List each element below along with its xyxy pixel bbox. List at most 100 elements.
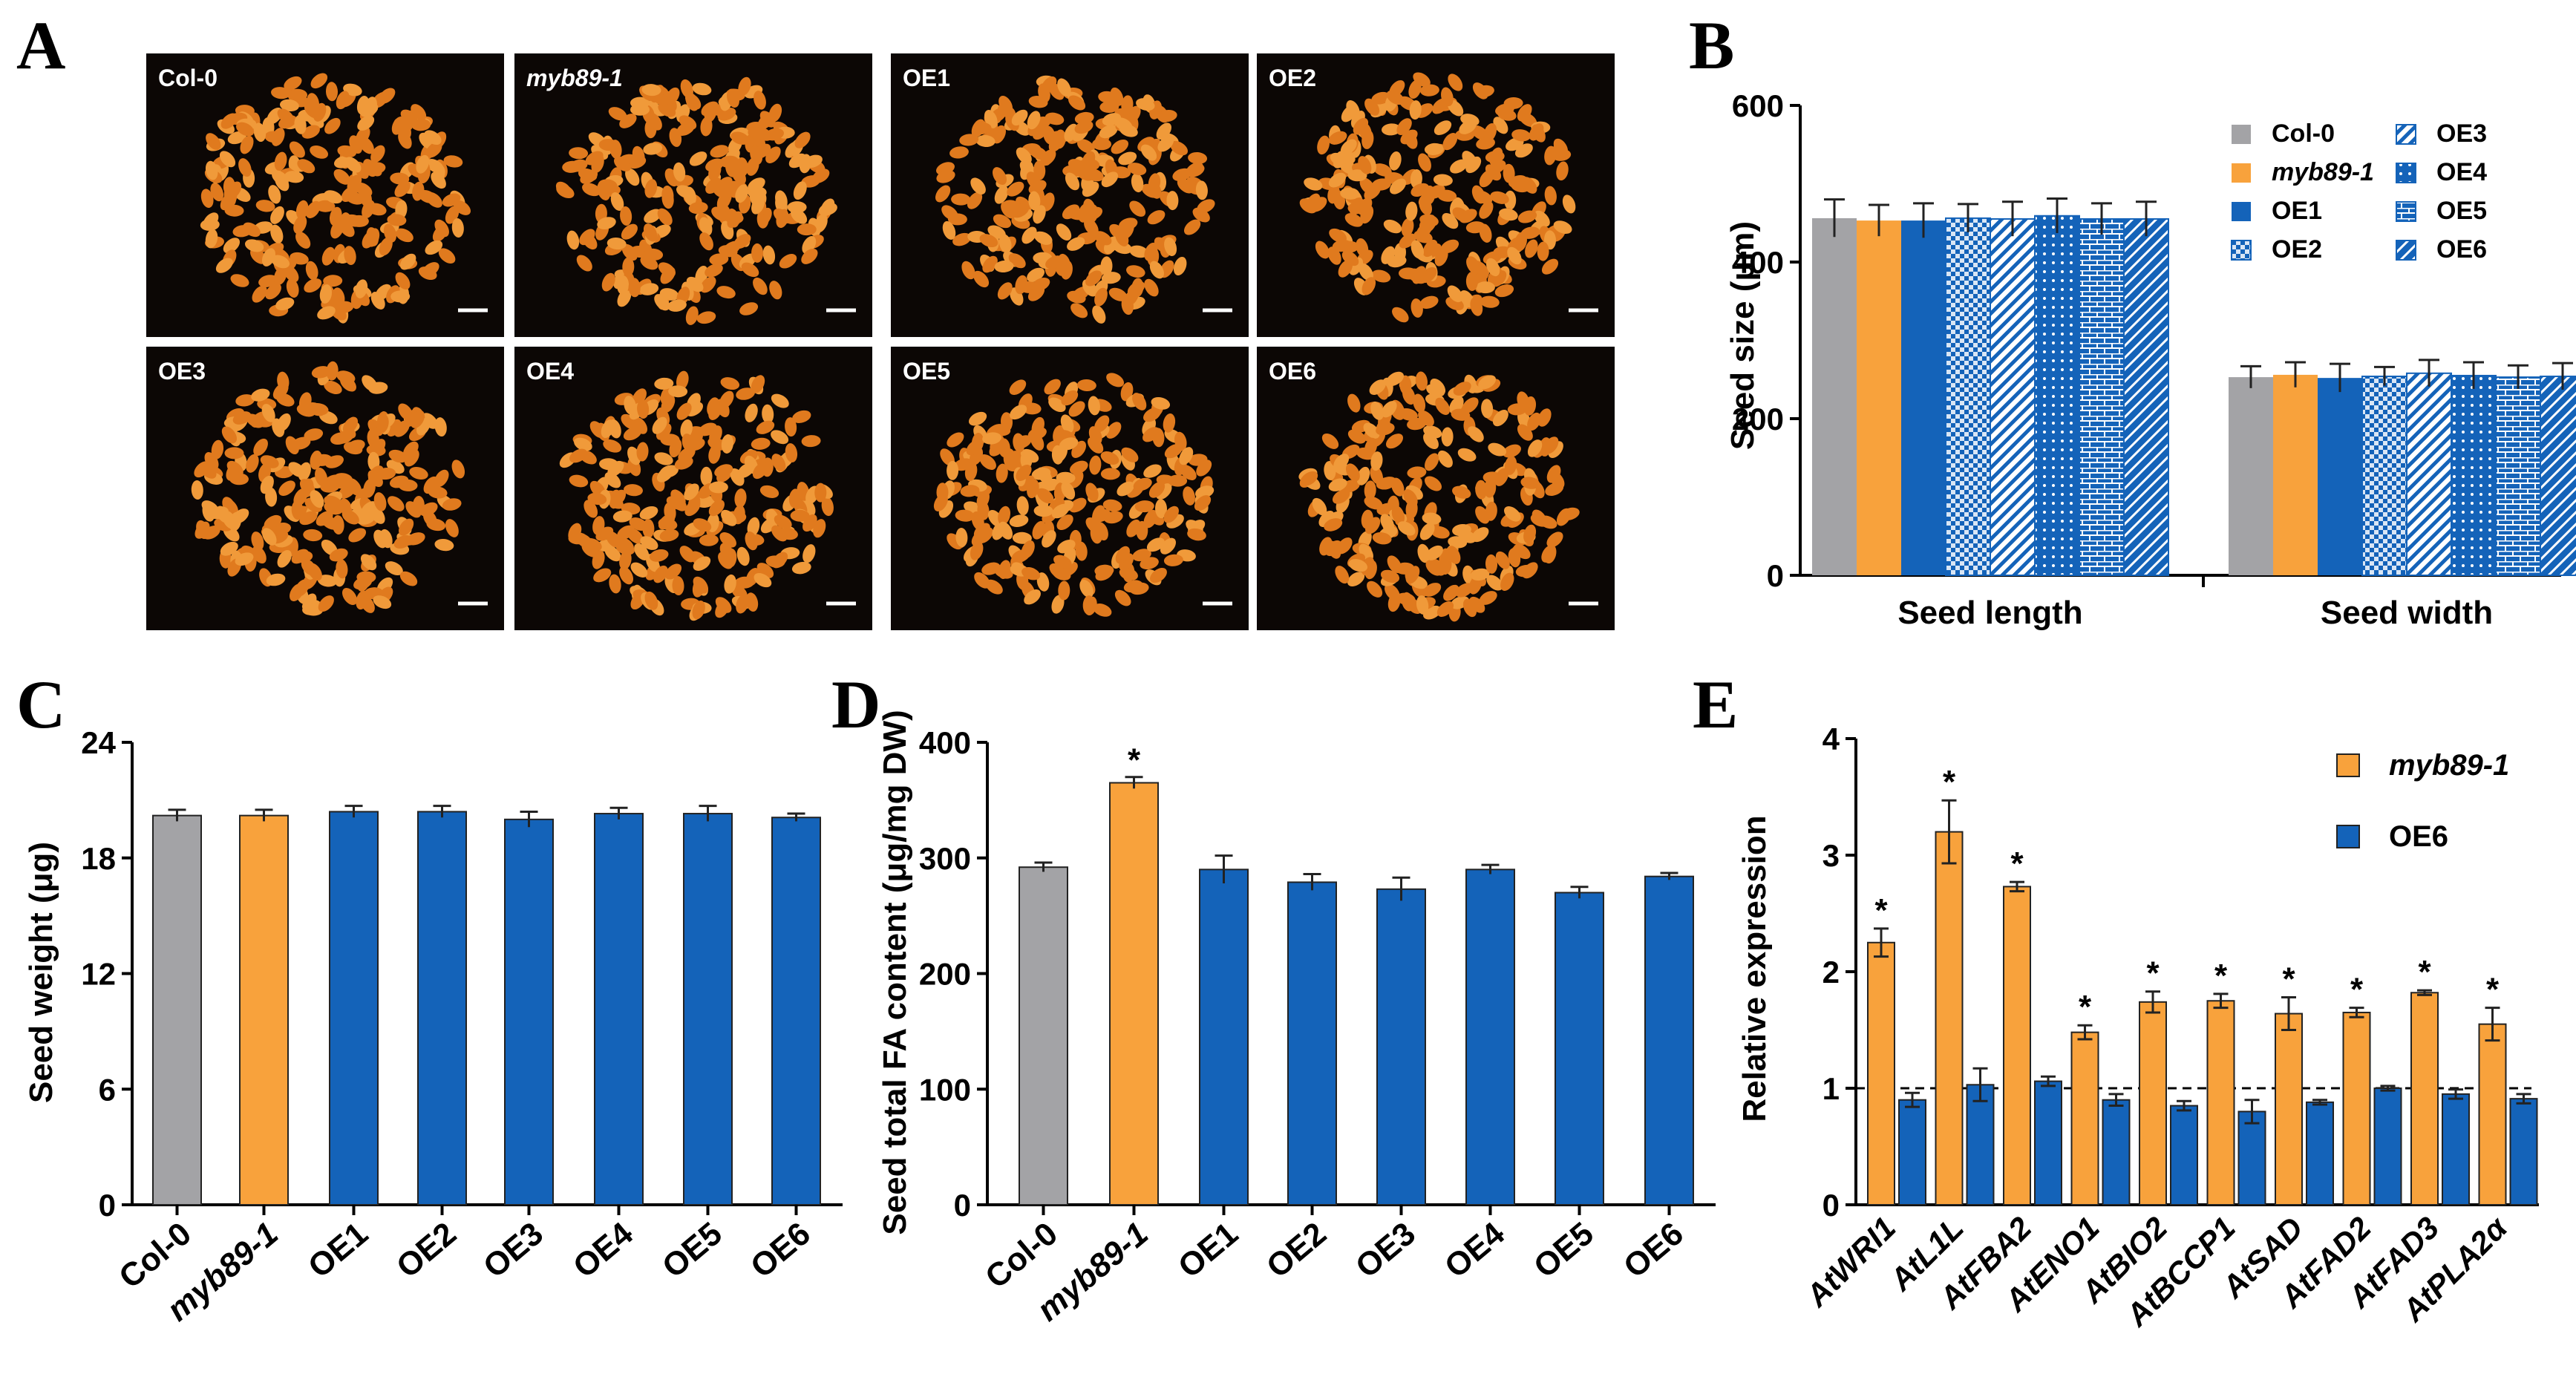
seed	[294, 579, 310, 597]
seed	[1100, 256, 1113, 276]
seed	[1336, 151, 1356, 164]
seed	[295, 200, 309, 220]
y-axis-title: Seed weight (μg)	[23, 842, 59, 1103]
seed	[200, 462, 217, 479]
seed	[1051, 503, 1070, 519]
seed	[1465, 272, 1478, 291]
seed	[215, 506, 231, 523]
seed	[1466, 256, 1480, 275]
seed	[224, 447, 244, 459]
seed	[403, 441, 419, 459]
seed	[1094, 564, 1114, 577]
seed	[295, 232, 311, 249]
seed	[1485, 151, 1505, 163]
fatty-acid-chart: Seed total FA content (μg/mg DW) 0 100 200…	[877, 710, 1716, 1328]
seed	[1328, 478, 1347, 491]
seed	[788, 153, 807, 169]
seed	[304, 278, 322, 293]
seed	[1419, 295, 1439, 309]
bar	[2070, 1031, 2099, 1206]
seed	[1546, 465, 1561, 483]
seed	[1016, 465, 1032, 481]
seed	[947, 460, 959, 480]
seed	[1328, 172, 1347, 188]
seed	[955, 509, 975, 522]
seed	[1082, 595, 1095, 615]
seed	[1531, 124, 1546, 143]
seed	[1390, 178, 1407, 194]
seed	[362, 159, 377, 177]
seed	[388, 449, 408, 463]
seed	[818, 203, 837, 216]
seed	[235, 552, 254, 566]
seed-photo: OE5	[891, 347, 1249, 630]
seed	[1094, 231, 1112, 246]
seed	[1186, 162, 1203, 177]
bar	[2275, 1013, 2303, 1206]
seed	[627, 155, 647, 169]
x-category-label: Seed length	[1897, 595, 2082, 631]
panel-letter-c: C	[16, 667, 65, 742]
seed	[1436, 601, 1454, 617]
seed	[555, 181, 572, 198]
seed	[653, 565, 668, 583]
seed	[676, 185, 695, 199]
bar	[1812, 217, 1857, 575]
seed	[1376, 422, 1395, 436]
significance-star: *	[2418, 954, 2431, 990]
seed	[672, 576, 684, 595]
seed	[359, 137, 374, 154]
bar	[1555, 892, 1604, 1206]
seed	[324, 380, 342, 394]
seed	[736, 546, 750, 566]
seed	[1315, 241, 1330, 259]
seed	[1481, 399, 1494, 419]
seed	[219, 151, 236, 168]
seed	[1074, 120, 1094, 134]
seed	[229, 511, 242, 531]
seed	[685, 92, 699, 111]
seed	[1324, 518, 1343, 531]
seed	[604, 471, 621, 488]
x-tick-label: OE1	[1171, 1215, 1245, 1285]
seed	[393, 117, 413, 131]
seed	[370, 145, 385, 163]
seed	[1451, 408, 1471, 421]
legend-label: OE1	[2272, 197, 2322, 225]
seed	[265, 283, 281, 300]
seed	[750, 145, 763, 165]
seed	[451, 459, 465, 479]
seed	[270, 206, 284, 224]
seed	[1059, 437, 1079, 451]
seed	[1114, 589, 1131, 606]
seed	[625, 168, 640, 186]
seed	[1058, 253, 1070, 273]
seed	[1029, 145, 1047, 160]
seed	[425, 142, 442, 158]
seed	[1397, 521, 1416, 536]
seed	[813, 519, 826, 538]
seed	[310, 73, 328, 89]
seed	[324, 117, 341, 134]
seed	[289, 141, 305, 158]
seed	[1415, 371, 1428, 391]
seed	[1121, 95, 1134, 115]
seed	[1049, 563, 1067, 579]
y-tick-label: 100	[919, 1072, 971, 1107]
seed	[1402, 592, 1414, 612]
seed	[975, 134, 996, 148]
bar	[1935, 831, 1964, 1206]
seed	[771, 430, 789, 445]
seed	[341, 587, 358, 606]
seed	[1504, 190, 1517, 210]
seed	[599, 458, 618, 471]
seed	[1403, 489, 1418, 507]
seed	[1173, 256, 1187, 276]
bar	[329, 811, 379, 1206]
seed	[636, 442, 649, 462]
seed	[1151, 397, 1171, 410]
seed	[644, 591, 658, 610]
bar	[1857, 220, 1901, 575]
y-tick-label: 1	[1823, 1071, 1840, 1106]
seed	[1503, 163, 1515, 183]
